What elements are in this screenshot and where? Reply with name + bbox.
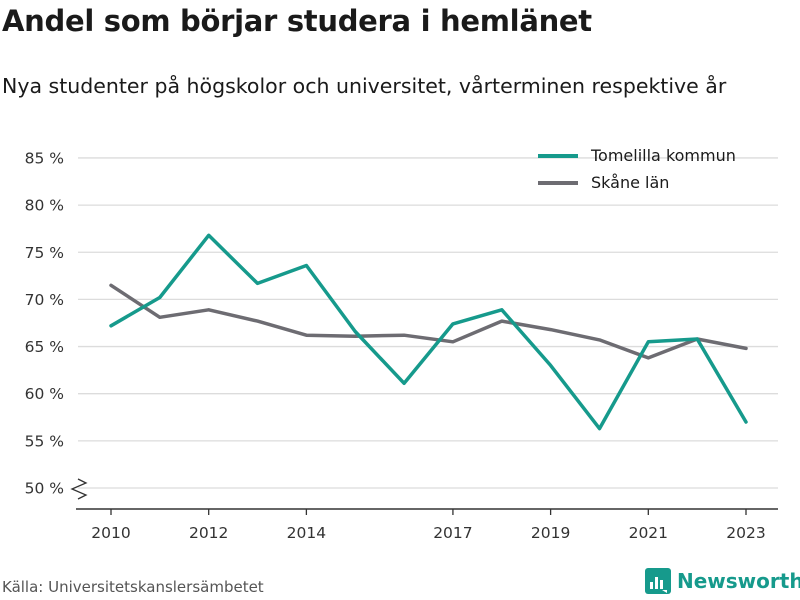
legend-label-tomelilla: Tomelilla kommun — [590, 146, 736, 165]
y-tick-label-65: 65 % — [25, 338, 64, 356]
legend: Tomelilla kommun Skåne län — [538, 146, 736, 192]
brand-name: Newsworthy — [677, 569, 800, 593]
x-tick-label-2017: 2017 — [433, 524, 472, 542]
x-tick-label-2021: 2021 — [629, 524, 668, 542]
grid-layer — [78, 157, 778, 489]
brand-logo: Newsworthy — [645, 568, 800, 594]
x-tick-label-2012: 2012 — [189, 524, 228, 542]
y-tick-label-55: 55 % — [25, 432, 64, 450]
y-tick-label-85: 85 % — [25, 149, 64, 167]
newsworthy-logo-icon — [645, 568, 671, 594]
chart-subtitle: Nya studenter på högskolor och universit… — [2, 74, 727, 98]
source-note: Källa: Universitetskanslersämbetet — [2, 578, 264, 596]
series-line-tomelilla — [109, 233, 748, 431]
y-tick-label-70: 70 % — [25, 291, 64, 309]
x-tick-label-2019: 2019 — [531, 524, 570, 542]
y-tick-label-80: 80 % — [25, 197, 64, 215]
legend-label-skane: Skåne län — [591, 173, 669, 192]
x-tick-label-2023: 2023 — [726, 524, 765, 542]
x-tick-label-2010: 2010 — [91, 524, 130, 542]
chart-title: Andel som börjar studera i hemlänet — [2, 4, 592, 38]
y-tick-label-75: 75 % — [25, 244, 64, 262]
y-tick-label-50: 50 % — [25, 480, 64, 498]
x-tick-label-2014: 2014 — [287, 524, 326, 542]
series-layer — [109, 233, 748, 431]
y-tick-label-60: 60 % — [25, 385, 64, 403]
y-axis-break-mark — [70, 478, 88, 500]
axis-layer: 50 % 55 % 60 % 65 % 70 % 75 % 80 % 85 % 2010 2012… — [25, 149, 778, 542]
